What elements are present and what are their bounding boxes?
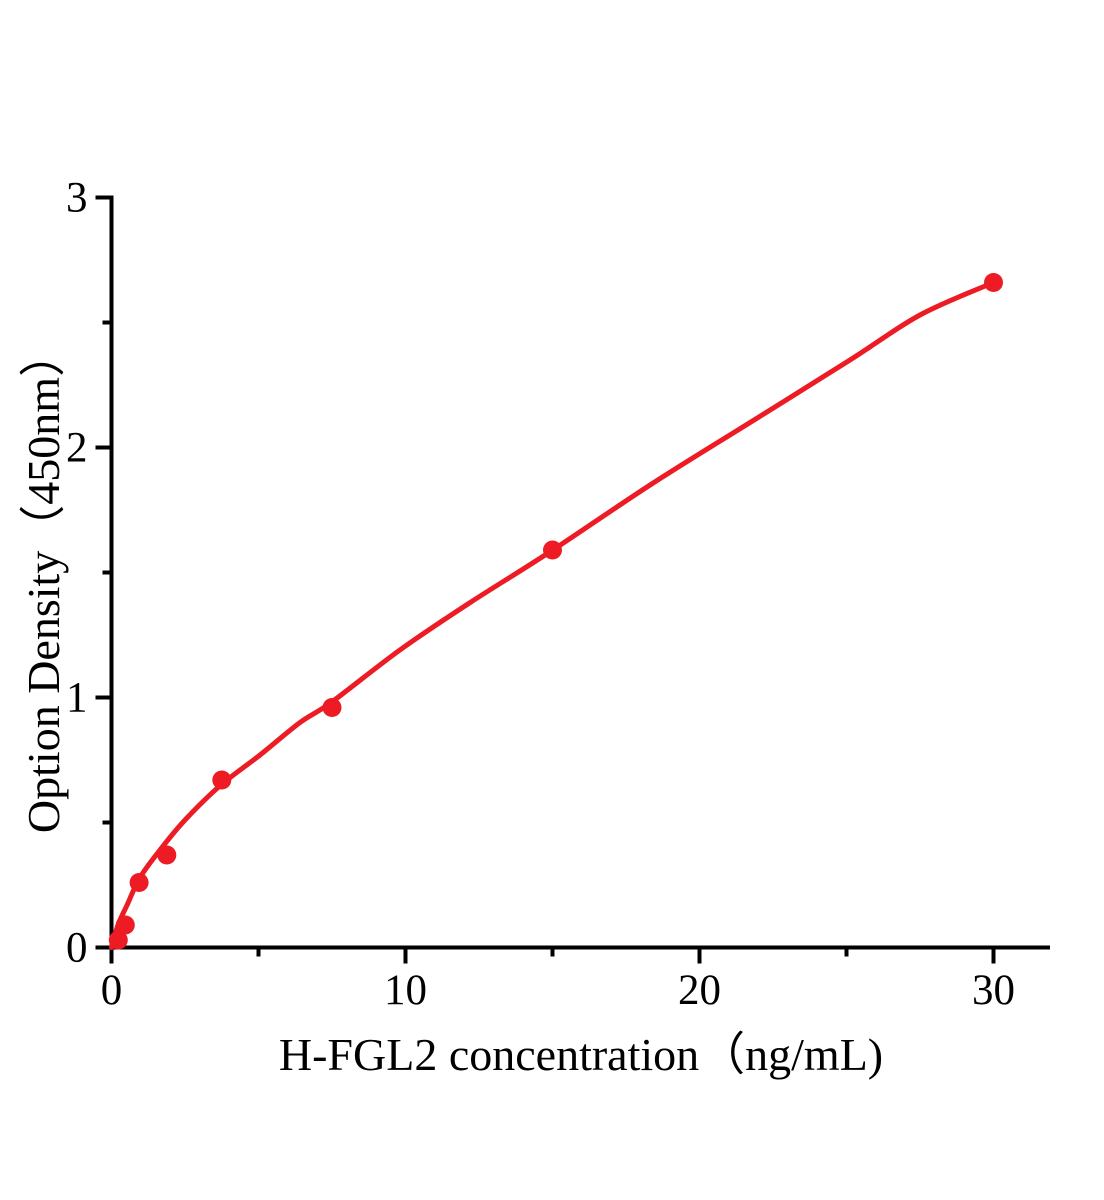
x-axis-title: H-FGL2 concentration（ng/mL) (278, 1029, 884, 1080)
data-point (984, 273, 1003, 292)
data-point (157, 845, 177, 865)
data-point (212, 770, 232, 790)
x-tick-label: 10 (384, 967, 427, 1014)
y-tick-label: 2 (66, 425, 88, 472)
standard-curve-line (109, 280, 996, 950)
data-point (115, 915, 135, 935)
y-tick-label: 1 (66, 675, 88, 722)
y-tick-label: 3 (66, 175, 88, 222)
x-tick-label: 0 (101, 967, 123, 1014)
y-tick-label: 0 (66, 925, 88, 972)
x-tick-label: 30 (972, 967, 1015, 1014)
data-point (322, 698, 342, 717)
y-axis-title: Option Density（450nm） (18, 330, 69, 834)
data-point (108, 930, 128, 950)
data-point (543, 540, 562, 560)
data-point (129, 873, 149, 892)
x-tick-label: 20 (678, 967, 721, 1014)
